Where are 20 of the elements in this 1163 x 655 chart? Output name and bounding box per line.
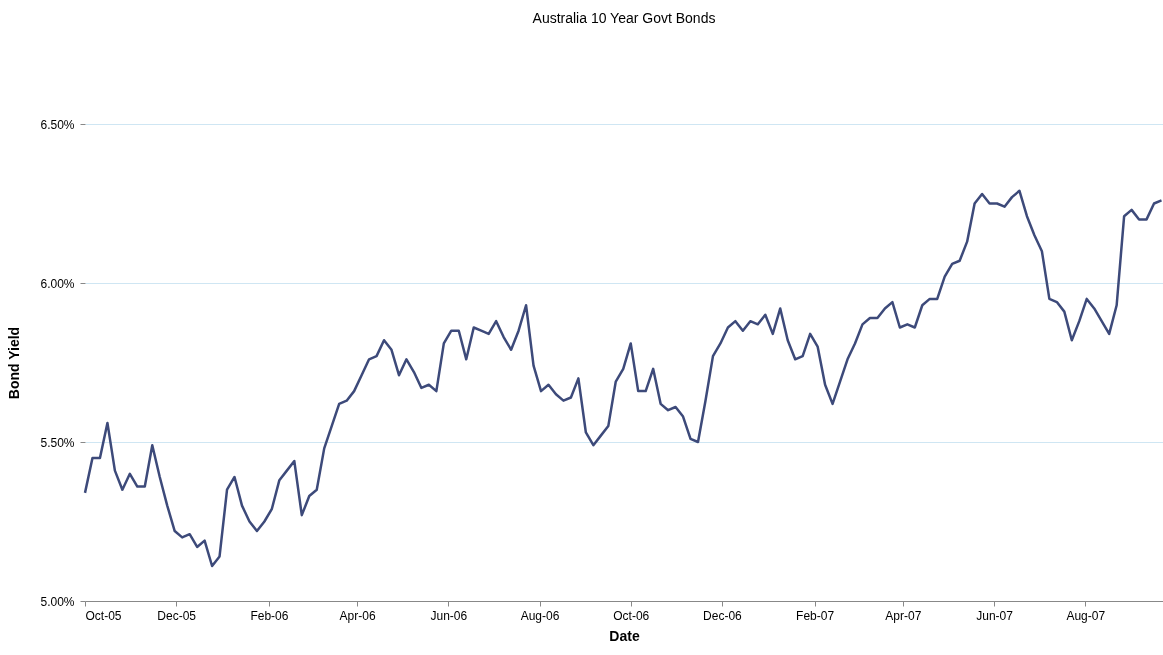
x-tick-label: Feb-07 [796, 608, 835, 623]
y-tick-label: 6.50% [40, 117, 75, 132]
x-tick-label: Apr-07 [885, 608, 922, 623]
y-tick-label: 5.00% [40, 594, 75, 609]
y-tick-label: 5.50% [40, 435, 75, 450]
x-tick-label: Jun-07 [976, 608, 1014, 623]
x-tick-label: Oct-05 [85, 608, 122, 623]
x-tick-label: Feb-06 [250, 608, 289, 623]
x-tick-label: Jun-06 [430, 608, 468, 623]
y-axis-title: Bond Yield [6, 326, 23, 400]
y-tick-label: 6.00% [40, 276, 75, 291]
x-tick-label: Aug-07 [1066, 608, 1106, 623]
x-tick-label: Aug-06 [520, 608, 560, 623]
x-tick-label: Oct-06 [613, 608, 650, 623]
x-tick-label: Apr-06 [339, 608, 376, 623]
x-tick-label: Dec-06 [703, 608, 743, 623]
line-series [83, 189, 1163, 568]
x-axis-title: Date [609, 627, 640, 644]
chart-title: Australia 10 Year Govt Bonds [532, 10, 716, 26]
x-tick-label: Dec-05 [157, 608, 197, 623]
